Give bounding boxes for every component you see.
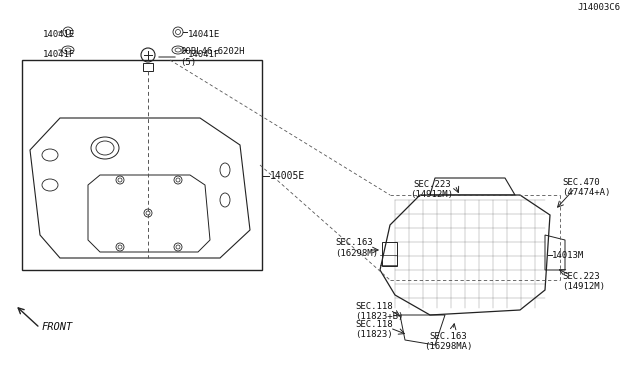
Text: 14041E: 14041E [43, 29, 76, 38]
Text: 14041E: 14041E [188, 29, 220, 38]
Bar [143, 63, 153, 71]
Text: SEC.223
(14912M): SEC.223 (14912M) [562, 272, 605, 291]
Text: 14005E: 14005E [270, 170, 305, 180]
Bar [382, 242, 397, 266]
Text: SEC.118
(11823): SEC.118 (11823) [355, 320, 392, 339]
Bar [22, 60, 262, 270]
Text: 14041F: 14041F [188, 49, 220, 58]
Text: SEC.163
(16298M): SEC.163 (16298M) [335, 238, 378, 258]
Text: SEC.223
(14912M): SEC.223 (14912M) [410, 180, 454, 199]
Text: SEC.118
(11823+B): SEC.118 (11823+B) [355, 302, 403, 321]
Text: SEC.470
(47474+A): SEC.470 (47474+A) [562, 178, 611, 198]
Text: 00BL46-6202H
(5): 00BL46-6202H (5) [180, 47, 244, 67]
Text: FRONT: FRONT [42, 322, 73, 332]
Text: SEC.163
(16298MA): SEC.163 (16298MA) [424, 332, 472, 352]
Text: J14003C6: J14003C6 [577, 3, 620, 12]
Text: 14041F: 14041F [43, 49, 76, 58]
Text: 14013M: 14013M [552, 250, 584, 260]
